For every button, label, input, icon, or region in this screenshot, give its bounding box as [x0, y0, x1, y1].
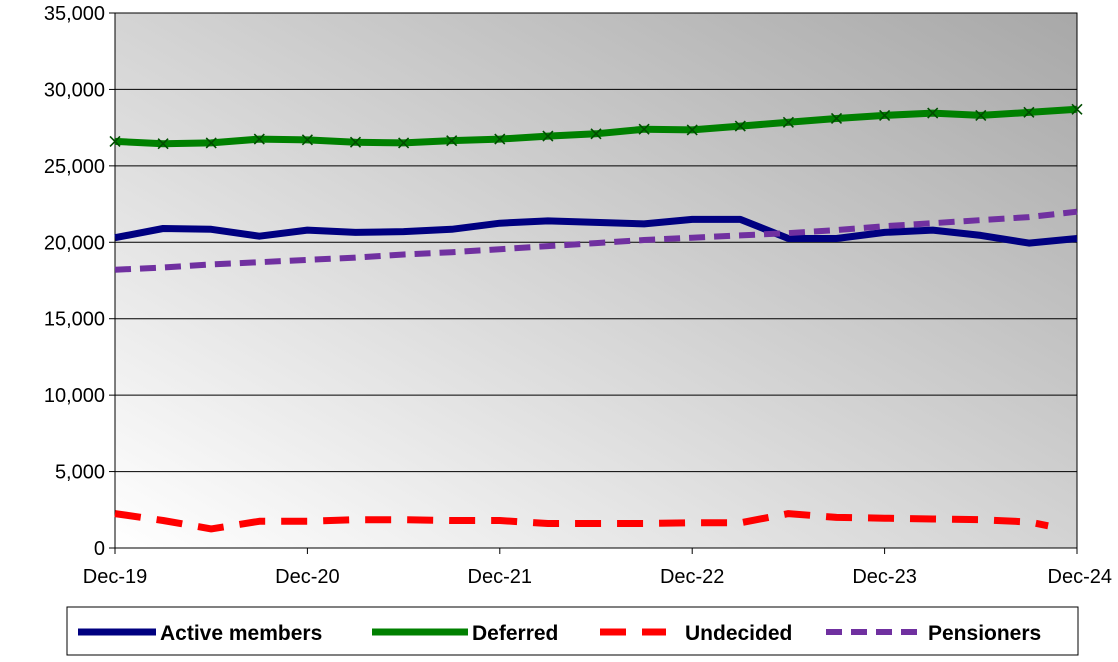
x-tick-label: Dec-22 [660, 566, 724, 588]
data-point [446, 135, 458, 147]
legend-label: Deferred [472, 622, 558, 645]
gridlines [109, 12, 1077, 549]
data-point [830, 112, 843, 125]
data-point [494, 133, 506, 145]
data-point [1071, 103, 1083, 115]
series-line [114, 208, 1078, 273]
x-tick-label: Dec-23 [852, 566, 916, 588]
data-point [205, 137, 217, 149]
x-tick-label: Dec-21 [468, 566, 532, 588]
data-point [975, 109, 987, 121]
x-tick-label: Dec-20 [275, 566, 339, 588]
data-point [398, 137, 410, 149]
legend: Active members Deferred Undecided Pensioner… [66, 606, 1079, 656]
y-tick-label: 30,000 [44, 79, 105, 101]
data-point [542, 130, 554, 142]
legend-label: Undecided [685, 622, 792, 645]
y-tick-label: 15,000 [44, 309, 105, 331]
y-tick-label: 10,000 [44, 385, 105, 407]
data-point [253, 133, 265, 145]
x-tick-label: Dec-24 [1048, 566, 1112, 588]
y-tick-label: 25,000 [44, 156, 105, 178]
y-tick-label: 5,000 [55, 462, 105, 484]
series-line [114, 215, 1078, 247]
data-point [638, 123, 650, 135]
y-tick-label: 35,000 [44, 3, 105, 25]
data-point [349, 136, 362, 148]
data-point [590, 128, 602, 140]
y-tick-label: 20,000 [44, 232, 105, 254]
data-point [109, 135, 121, 147]
series-lines [109, 103, 1083, 533]
data-point [879, 109, 891, 121]
series-line [114, 510, 1049, 533]
x-axis-ticks: Dec-19 Dec-20 Dec-21 Dec-22 Dec-23 Dec-24 [83, 548, 1112, 588]
legend-label: Active members [160, 622, 322, 645]
y-tick-label: 0 [94, 538, 105, 560]
data-point [157, 138, 169, 150]
legend-label: Pensioners [928, 622, 1041, 645]
plot-area [114, 12, 1078, 549]
data-point [927, 107, 939, 119]
data-point [734, 120, 746, 132]
data-point [1023, 106, 1035, 118]
data-point [686, 124, 698, 136]
data-point [301, 134, 313, 146]
y-axis-ticks: 0 5,000 10,000 15,000 20,000 25,000 30,000 35,0… [44, 3, 105, 560]
data-point [782, 116, 794, 128]
x-tick-label: Dec-19 [83, 566, 147, 588]
